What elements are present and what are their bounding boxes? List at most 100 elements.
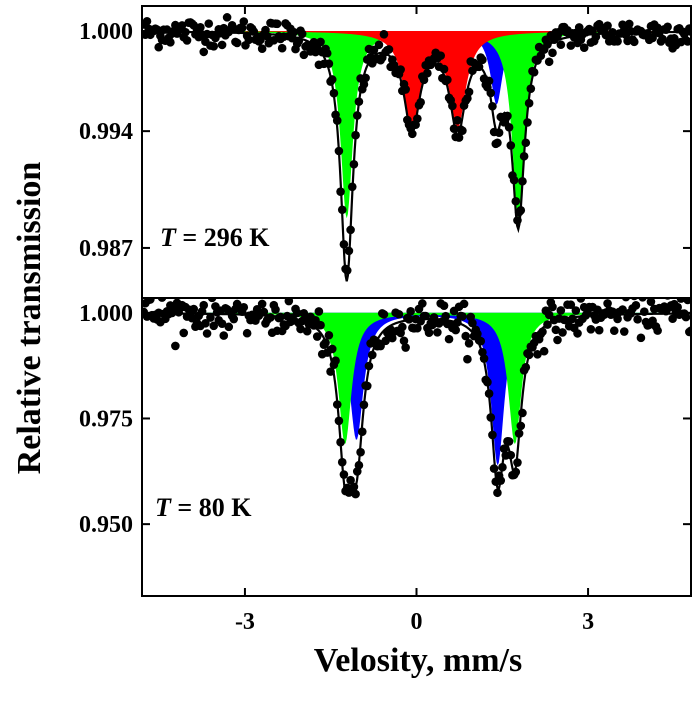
- data-point: [257, 299, 267, 309]
- data-point: [346, 475, 355, 485]
- data-point: [374, 40, 384, 50]
- data-point: [413, 323, 422, 333]
- data-point: [539, 346, 549, 356]
- data-point: [676, 298, 686, 303]
- y-tick-label: 1.000: [79, 301, 133, 327]
- temperature-symbol: T: [160, 223, 177, 252]
- data-point: [204, 289, 213, 298]
- data-point: [406, 307, 415, 316]
- data-point: [635, 289, 644, 298]
- data-point: [681, 312, 691, 322]
- data-point: [166, 38, 175, 47]
- data-point: [574, 23, 584, 32]
- data-point: [451, 325, 461, 335]
- data-point: [518, 408, 527, 418]
- data-point: [617, 288, 626, 297]
- data-point: [548, 302, 557, 312]
- data-point: [289, 27, 299, 37]
- x-tick-label: 3: [582, 609, 594, 635]
- data-point: [199, 300, 209, 310]
- data-point: [670, 34, 679, 43]
- data-point: [624, 19, 634, 29]
- plot-area: [142, 285, 691, 499]
- data-point: [576, 298, 586, 303]
- data-point: [418, 299, 427, 308]
- data-point: [458, 312, 467, 321]
- data-point: [493, 488, 502, 498]
- data-point: [613, 314, 622, 324]
- data-point: [207, 298, 217, 303]
- data-point: [573, 329, 582, 338]
- data-point: [316, 320, 325, 330]
- data-point: [379, 310, 389, 319]
- data-point: [322, 48, 332, 58]
- data-point: [292, 308, 302, 318]
- data-point: [603, 299, 612, 308]
- bottom-panel: 1.000 0.975 0.950 -3 0 3 T = 80 K: [79, 285, 692, 635]
- data-point: [444, 334, 454, 344]
- data-point: [209, 42, 219, 51]
- plot-area: [142, 13, 691, 282]
- data-point: [244, 35, 254, 45]
- data-point: [461, 331, 471, 341]
- data-point: [603, 21, 612, 30]
- data-point: [297, 29, 307, 39]
- temperature-value: = 296 K: [176, 223, 270, 252]
- y-tick-label: 0.950: [79, 512, 133, 538]
- data-point: [556, 40, 566, 50]
- x-tick-label: 0: [411, 609, 423, 635]
- data-point: [566, 300, 576, 310]
- data-point: [324, 330, 334, 340]
- data-point: [242, 328, 252, 338]
- data-point: [558, 328, 567, 337]
- data-point: [668, 314, 677, 324]
- data-point: [259, 307, 269, 317]
- data-point: [302, 326, 312, 336]
- data-point: [314, 307, 324, 316]
- data-point: [433, 328, 442, 337]
- data-point: [663, 22, 672, 32]
- data-point: [424, 328, 434, 337]
- y-tick-label: 0.975: [79, 406, 133, 432]
- data-point: [299, 50, 309, 60]
- fit-line: [142, 312, 691, 497]
- data-point: [146, 298, 155, 304]
- fit-line: [142, 30, 691, 282]
- data-point: [683, 298, 691, 305]
- data-point: [351, 489, 360, 499]
- data-point: [478, 55, 487, 65]
- data-point: [237, 23, 247, 33]
- temperature-label: T = 296 K: [160, 223, 270, 252]
- data-point: [646, 298, 656, 306]
- data-point: [219, 331, 229, 340]
- data-point: [548, 48, 557, 58]
- data-point: [241, 285, 250, 294]
- plot-frame: [141, 297, 692, 597]
- data-point: [316, 37, 325, 47]
- x-tick-label: -3: [235, 609, 255, 635]
- data-point: [179, 328, 189, 338]
- data-point: [544, 57, 554, 67]
- data-point: [296, 324, 305, 334]
- y-axis-title: Relative transmission: [11, 162, 48, 475]
- data-point: [439, 301, 449, 310]
- data-point: [284, 298, 294, 306]
- data-point: [464, 339, 474, 348]
- data-point: [533, 350, 542, 359]
- top-panel: 1.000 0.994 0.987 T = 296 K: [79, 5, 692, 299]
- data-point: [209, 321, 219, 331]
- data-point: [631, 301, 641, 310]
- x-axis-title: Velosity, mm/s: [314, 642, 522, 679]
- data-point: [206, 313, 215, 322]
- data-point: [229, 314, 239, 324]
- component-area-2: [142, 31, 691, 129]
- data-point: [493, 138, 502, 148]
- data-point: [236, 289, 245, 298]
- y-tick-label: 0.994: [79, 119, 133, 145]
- y-tick-label: 1.000: [79, 19, 133, 45]
- data-point: [658, 34, 667, 44]
- data-point: [239, 302, 249, 312]
- data-point: [171, 341, 180, 351]
- data-point: [266, 313, 275, 322]
